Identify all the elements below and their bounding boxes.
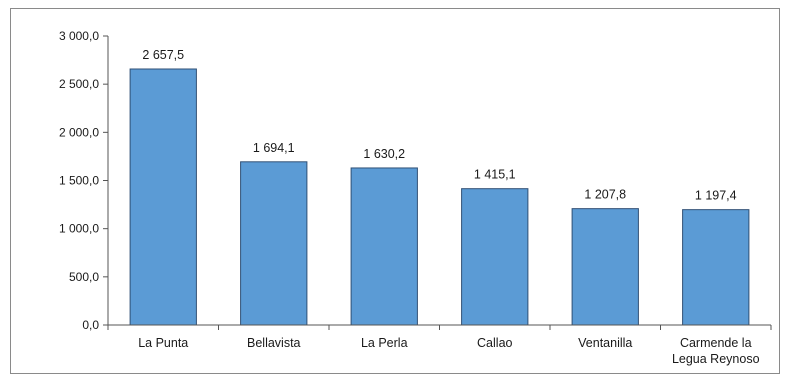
chart-frame: 0,0 500,0 1 000,0 1 500,0 2 000,0 2 500,0 3 00… <box>10 8 780 374</box>
y-axis: 0,0 500,0 1 000,0 1 500,0 2 000,0 2 500,0 3 00… <box>59 29 109 332</box>
y-tick-label: 0,0 <box>82 318 99 332</box>
bar-chart: 0,0 500,0 1 000,0 1 500,0 2 000,0 2 500,0 3 00… <box>59 29 772 366</box>
y-tick-label: 500,0 <box>69 270 99 284</box>
y-tick-label: 2 000,0 <box>59 125 99 139</box>
category-label-line: Bellavista <box>247 336 301 350</box>
data-label: 2 657,5 <box>142 48 184 62</box>
bar <box>240 161 308 326</box>
category-label-line: La Punta <box>138 336 188 350</box>
data-label: 1 694,1 <box>253 141 295 155</box>
bar <box>461 188 529 326</box>
bars <box>129 68 750 326</box>
category-label-line: Legua Reynoso <box>672 352 760 366</box>
y-tick-label: 3 000,0 <box>59 29 99 43</box>
category-label: Carmende la Legua Reynoso <box>672 336 760 366</box>
category-label-line: Carmende la <box>680 336 752 350</box>
data-label: 1 197,4 <box>695 189 737 203</box>
x-axis: La Punta Bellavista La Perla Callao Ventanil… <box>107 324 772 366</box>
y-tick-label: 1 000,0 <box>59 222 99 236</box>
category-label: Ventanilla <box>578 336 632 350</box>
bar <box>129 68 197 326</box>
bar <box>571 208 639 326</box>
category-label-line: Ventanilla <box>578 336 632 350</box>
category-label: La Perla <box>361 336 408 350</box>
category-label: Bellavista <box>247 336 301 350</box>
data-label: 1 415,1 <box>474 168 516 182</box>
category-label: Callao <box>477 336 512 350</box>
category-label-line: La Perla <box>361 336 408 350</box>
data-label: 1 630,2 <box>363 147 405 161</box>
data-labels: 2 657,5 1 694,1 1 630,2 1 415,1 1 207,8 1 197… <box>142 48 736 203</box>
bar <box>350 167 418 326</box>
y-tick-label: 1 500,0 <box>59 174 99 188</box>
y-tick-label: 2 500,0 <box>59 77 99 91</box>
category-label-line: Callao <box>477 336 512 350</box>
bar <box>682 209 750 326</box>
category-label: La Punta <box>138 336 188 350</box>
data-label: 1 207,8 <box>584 188 626 202</box>
